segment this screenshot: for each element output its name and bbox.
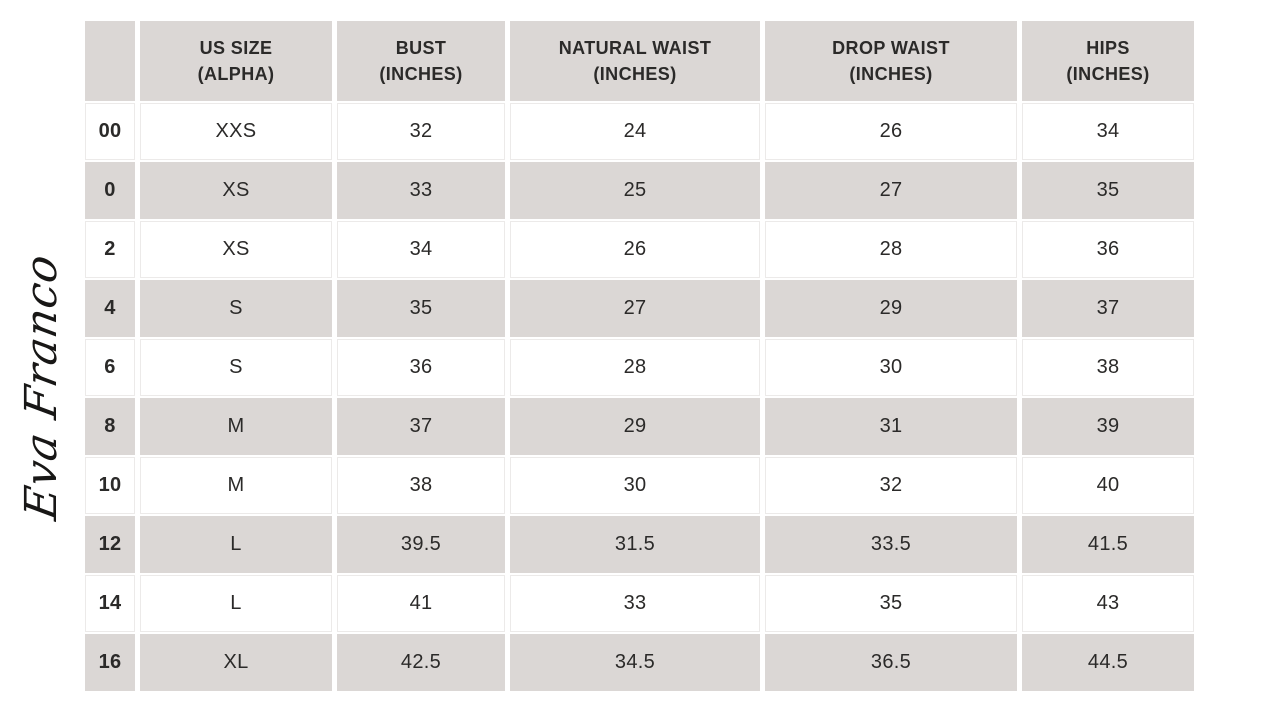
us-size-cell: 2 (85, 221, 135, 278)
header-line1: BUST (395, 38, 447, 58)
header-line1: DROP WAIST (832, 38, 950, 58)
table-row: 8 M 37 29 31 39 (85, 398, 1194, 455)
header-line2: (ALPHA) (197, 64, 275, 84)
measurement-cell: XS (140, 221, 332, 278)
measurement-cell: 34.5 (510, 634, 760, 691)
measurement-cell: 36 (337, 339, 505, 396)
header-cell: HIPS (INCHES) (1022, 21, 1194, 101)
measurement-cell: 39 (1022, 398, 1194, 455)
measurement-cell: 39.5 (337, 516, 505, 573)
measurement-cell: 34 (337, 221, 505, 278)
measurement-cell: 34 (1022, 103, 1194, 160)
header-line2: (INCHES) (593, 64, 677, 84)
measurement-cell: 32 (337, 103, 505, 160)
measurement-cell: 27 (765, 162, 1017, 219)
header-line1: HIPS (1086, 38, 1130, 58)
header-line1: US SIZE (199, 38, 273, 58)
header-cell-empty (85, 21, 135, 101)
us-size-cell: 12 (85, 516, 135, 573)
measurement-cell: 27 (510, 280, 760, 337)
brand-logo: Eva Franco (2, 231, 80, 543)
header-line2: (INCHES) (379, 64, 463, 84)
measurement-cell: 36 (1022, 221, 1194, 278)
measurement-cell: 37 (1022, 280, 1194, 337)
header-line1: NATURAL WAIST (558, 38, 712, 58)
us-size-cell: 0 (85, 162, 135, 219)
measurement-cell: L (140, 575, 332, 632)
size-chart-table: US SIZE (ALPHA) BUST (INCHES) NATURAL WAIST (… (80, 19, 1199, 693)
measurement-cell: M (140, 398, 332, 455)
measurement-cell: S (140, 280, 332, 337)
measurement-cell: 36.5 (765, 634, 1017, 691)
measurement-cell: 38 (337, 457, 505, 514)
header-cell: NATURAL WAIST (INCHES) (510, 21, 760, 101)
header-line2: (INCHES) (849, 64, 933, 84)
us-size-cell: 00 (85, 103, 135, 160)
table-row: 12 L 39.5 31.5 33.5 41.5 (85, 516, 1194, 573)
measurement-cell: 32 (765, 457, 1017, 514)
measurement-cell: 25 (510, 162, 760, 219)
us-size-cell: 4 (85, 280, 135, 337)
measurement-cell: L (140, 516, 332, 573)
measurement-cell: 26 (510, 221, 760, 278)
measurement-cell: 30 (765, 339, 1017, 396)
measurement-cell: 41 (337, 575, 505, 632)
measurement-cell: 37 (337, 398, 505, 455)
measurement-cell: M (140, 457, 332, 514)
table-header: US SIZE (ALPHA) BUST (INCHES) NATURAL WAIST (… (85, 21, 1194, 101)
measurement-cell: 33 (510, 575, 760, 632)
measurement-cell: XXS (140, 103, 332, 160)
measurement-cell: 35 (337, 280, 505, 337)
us-size-cell: 10 (85, 457, 135, 514)
brand-logo-text: Eva Franco (15, 250, 67, 524)
measurement-cell: 35 (765, 575, 1017, 632)
table-row: 0 XS 33 25 27 35 (85, 162, 1194, 219)
us-size-cell: 6 (85, 339, 135, 396)
header-cell: BUST (INCHES) (337, 21, 505, 101)
measurement-cell: 33.5 (765, 516, 1017, 573)
measurement-cell: 24 (510, 103, 760, 160)
measurement-cell: 33 (337, 162, 505, 219)
us-size-cell: 16 (85, 634, 135, 691)
measurement-cell: 44.5 (1022, 634, 1194, 691)
measurement-cell: 29 (510, 398, 760, 455)
header-row: US SIZE (ALPHA) BUST (INCHES) NATURAL WAIST (… (85, 21, 1194, 101)
measurement-cell: 30 (510, 457, 760, 514)
measurement-cell: 26 (765, 103, 1017, 160)
measurement-cell: 31.5 (510, 516, 760, 573)
header-line2: (INCHES) (1066, 64, 1150, 84)
measurement-cell: 28 (510, 339, 760, 396)
measurement-cell: 38 (1022, 339, 1194, 396)
header-cell: US SIZE (ALPHA) (140, 21, 332, 101)
header-cell: DROP WAIST (INCHES) (765, 21, 1017, 101)
measurement-cell: XS (140, 162, 332, 219)
measurement-cell: 35 (1022, 162, 1194, 219)
measurement-cell: 29 (765, 280, 1017, 337)
table-row: 2 XS 34 26 28 36 (85, 221, 1194, 278)
table-row: 00 XXS 32 24 26 34 (85, 103, 1194, 160)
table-row: 4 S 35 27 29 37 (85, 280, 1194, 337)
measurement-cell: 41.5 (1022, 516, 1194, 573)
measurement-cell: S (140, 339, 332, 396)
us-size-cell: 14 (85, 575, 135, 632)
table-body: 00 XXS 32 24 26 34 0 XS 33 25 27 35 2 XS 34 26 28 36 4 S 35 2… (85, 103, 1194, 691)
measurement-cell: 31 (765, 398, 1017, 455)
table-row: 14 L 41 33 35 43 (85, 575, 1194, 632)
measurement-cell: 43 (1022, 575, 1194, 632)
table-row: 10 M 38 30 32 40 (85, 457, 1194, 514)
measurement-cell: 40 (1022, 457, 1194, 514)
us-size-cell: 8 (85, 398, 135, 455)
measurement-cell: XL (140, 634, 332, 691)
measurement-cell: 28 (765, 221, 1017, 278)
measurement-cell: 42.5 (337, 634, 505, 691)
table-row: 6 S 36 28 30 38 (85, 339, 1194, 396)
table-row: 16 XL 42.5 34.5 36.5 44.5 (85, 634, 1194, 691)
